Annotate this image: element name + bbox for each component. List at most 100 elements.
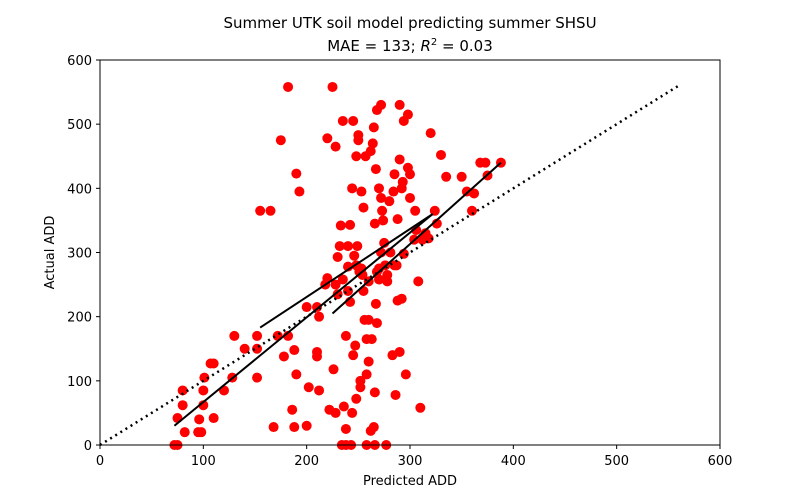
data-point: [265, 205, 276, 216]
chart-subtitle-suffix: = 0.03: [437, 37, 493, 55]
data-point: [303, 382, 314, 393]
data-point: [239, 343, 250, 354]
data-point: [349, 250, 360, 261]
data-point: [351, 151, 362, 162]
data-point: [368, 422, 379, 433]
data-point: [194, 414, 205, 425]
data-point: [368, 122, 379, 133]
data-point: [413, 276, 424, 287]
data-point: [366, 334, 377, 345]
data-point: [330, 407, 341, 418]
x-tick-label: 400: [501, 454, 526, 469]
data-point: [425, 128, 436, 139]
data-point: [347, 407, 358, 418]
x-axis-label: Predicted ADD: [363, 474, 457, 489]
y-tick-label: 300: [67, 247, 92, 262]
data-point: [348, 350, 359, 361]
data-point: [275, 135, 286, 146]
data-point: [208, 413, 219, 424]
x-tick-label: 200: [294, 454, 319, 469]
data-point: [423, 233, 434, 244]
data-point: [252, 330, 263, 341]
data-point: [467, 205, 477, 216]
data-point: [456, 171, 467, 182]
data-point: [361, 369, 372, 380]
data-point: [348, 115, 359, 126]
data-point: [337, 274, 348, 285]
data-point: [394, 346, 405, 357]
data-point: [345, 219, 356, 230]
data-point: [314, 311, 325, 322]
data-point: [301, 420, 312, 431]
data-point: [291, 369, 302, 380]
data-point: [388, 186, 399, 197]
data-point: [343, 241, 353, 252]
data-point: [370, 298, 381, 309]
data-point: [391, 260, 402, 271]
data-point: [335, 220, 346, 231]
x-tick-label: 600: [708, 454, 733, 469]
data-point: [369, 218, 380, 229]
data-point: [389, 169, 400, 180]
chart-subtitle-r: R: [420, 37, 430, 55]
data-point: [371, 318, 382, 329]
data-point: [390, 389, 401, 400]
data-point: [441, 171, 452, 182]
x-tick-label: 100: [191, 454, 216, 469]
data-point: [397, 176, 408, 187]
data-point: [376, 192, 387, 203]
data-point: [312, 351, 322, 362]
data-point: [358, 202, 369, 213]
data-point: [312, 302, 322, 313]
x-tick-label: 0: [96, 454, 104, 469]
data-point: [287, 404, 298, 415]
data-point: [198, 400, 209, 411]
data-point: [347, 183, 358, 194]
data-point: [415, 402, 426, 413]
data-point: [330, 279, 341, 290]
data-point: [402, 109, 413, 120]
data-point: [363, 314, 374, 325]
data-point: [294, 186, 305, 197]
data-point: [374, 274, 384, 285]
data-point: [394, 154, 405, 165]
data-point: [374, 183, 384, 194]
x-tick-label: 500: [604, 454, 629, 469]
data-point: [377, 205, 388, 216]
data-point: [469, 188, 480, 199]
data-point: [291, 168, 302, 179]
data-point: [268, 422, 279, 433]
data-point: [405, 192, 415, 203]
y-tick-label: 500: [67, 118, 92, 133]
data-point: [252, 372, 263, 383]
data-point: [198, 385, 209, 396]
data-point: [322, 133, 333, 144]
data-point: [378, 215, 389, 226]
data-point: [337, 115, 348, 126]
data-point: [289, 345, 300, 356]
data-point: [330, 141, 341, 152]
data-point: [328, 364, 339, 375]
data-point: [199, 372, 210, 383]
chart-subtitle-prefix: MAE = 133;: [327, 37, 420, 55]
data-point: [289, 422, 300, 433]
data-point: [327, 81, 338, 92]
data-point: [340, 423, 351, 434]
fit-line: [173, 213, 434, 427]
data-point: [179, 427, 190, 438]
data-point: [177, 400, 188, 411]
data-point: [355, 375, 366, 386]
data-point: [332, 251, 343, 262]
data-point: [392, 214, 403, 225]
y-tick-label: 200: [67, 311, 92, 326]
data-point: [410, 205, 421, 216]
data-point: [369, 387, 380, 398]
data-point: [480, 157, 491, 168]
data-point: [177, 385, 188, 396]
data-point: [340, 330, 351, 341]
data-point: [429, 205, 440, 216]
y-axis-label: Actual ADD: [43, 216, 58, 290]
data-point: [255, 205, 266, 216]
data-point: [196, 427, 207, 438]
data-point: [352, 241, 363, 252]
